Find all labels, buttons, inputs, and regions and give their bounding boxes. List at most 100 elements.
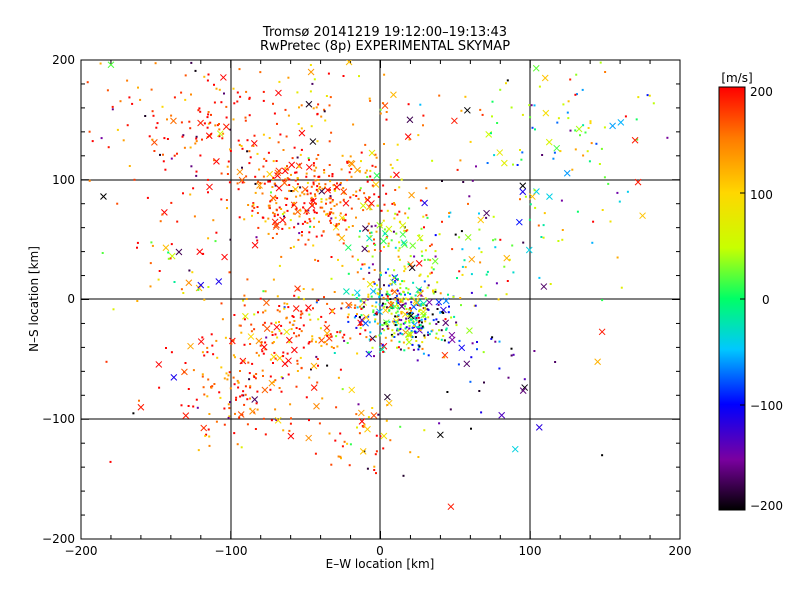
dot-marker bbox=[342, 75, 345, 77]
dot-marker bbox=[516, 164, 519, 166]
dot-marker bbox=[215, 231, 218, 234]
cross-marker bbox=[197, 281, 205, 289]
dot-marker bbox=[257, 226, 260, 229]
dot-marker bbox=[148, 135, 151, 138]
dot-marker bbox=[312, 164, 315, 167]
cross-marker bbox=[236, 168, 244, 176]
dot-marker bbox=[334, 216, 337, 219]
dot-marker bbox=[247, 204, 250, 206]
dot-marker bbox=[308, 313, 311, 316]
dot-marker bbox=[189, 127, 192, 130]
cross-marker bbox=[468, 255, 476, 263]
dot-marker bbox=[319, 206, 322, 209]
dot-marker bbox=[269, 388, 272, 391]
dot-marker bbox=[317, 103, 320, 106]
dot-marker bbox=[295, 171, 298, 174]
dot-marker bbox=[229, 128, 232, 131]
dot-marker bbox=[378, 293, 381, 296]
cross-marker bbox=[274, 416, 282, 424]
dot-marker bbox=[366, 176, 369, 178]
colorbar-tick-200: 200 bbox=[750, 85, 773, 99]
dot-marker bbox=[180, 404, 183, 407]
dot-marker bbox=[601, 209, 604, 211]
dot-marker bbox=[164, 168, 167, 171]
dot-marker bbox=[275, 160, 278, 162]
dot-marker bbox=[309, 192, 312, 195]
dot-marker bbox=[324, 341, 327, 343]
dot-marker bbox=[363, 423, 366, 426]
x-tick-label-0: 0 bbox=[376, 544, 384, 558]
dot-marker bbox=[450, 316, 453, 319]
dot-marker bbox=[259, 344, 262, 347]
dot-marker bbox=[424, 318, 427, 321]
dot-marker bbox=[402, 474, 405, 477]
dot-marker bbox=[315, 340, 317, 343]
dot-marker bbox=[339, 182, 342, 184]
dot-marker bbox=[363, 301, 366, 304]
dot-marker bbox=[321, 397, 324, 400]
dot-marker bbox=[220, 198, 223, 201]
dot-marker bbox=[384, 271, 387, 274]
dot-marker bbox=[373, 249, 376, 251]
dot-marker bbox=[397, 278, 399, 281]
cross-marker bbox=[634, 178, 642, 186]
dot-marker bbox=[378, 278, 381, 281]
dot-marker bbox=[381, 328, 384, 330]
dot-marker bbox=[274, 184, 277, 187]
dot-marker bbox=[386, 325, 389, 328]
dot-marker bbox=[336, 331, 339, 334]
dot-marker bbox=[394, 189, 397, 191]
dot-marker bbox=[323, 108, 326, 111]
dot-marker bbox=[263, 321, 266, 324]
dot-marker bbox=[363, 450, 366, 453]
dot-marker bbox=[243, 294, 246, 297]
cross-marker bbox=[287, 432, 295, 440]
dot-marker bbox=[137, 86, 139, 89]
dot-marker bbox=[218, 88, 221, 91]
dot-marker bbox=[404, 267, 407, 270]
dot-marker bbox=[522, 241, 525, 244]
dot-marker bbox=[409, 334, 412, 337]
dot-marker bbox=[149, 285, 152, 288]
dot-marker bbox=[353, 306, 356, 309]
data-points bbox=[86, 60, 669, 511]
dot-marker bbox=[264, 348, 267, 351]
dot-marker bbox=[398, 186, 401, 189]
dot-marker bbox=[407, 263, 410, 266]
dot-marker bbox=[302, 346, 305, 349]
dot-marker bbox=[161, 213, 164, 216]
dot-marker bbox=[316, 113, 319, 116]
dot-marker bbox=[425, 187, 428, 190]
dot-marker bbox=[381, 324, 384, 327]
dot-marker bbox=[99, 62, 102, 65]
cross-marker bbox=[247, 333, 255, 340]
dot-marker bbox=[461, 248, 464, 251]
dot-marker bbox=[326, 302, 329, 305]
dot-marker bbox=[188, 120, 191, 123]
dot-marker bbox=[486, 270, 489, 273]
cross-marker bbox=[442, 297, 450, 305]
dot-marker bbox=[216, 124, 219, 127]
dot-marker bbox=[347, 226, 350, 229]
dot-marker bbox=[202, 252, 205, 255]
cross-marker bbox=[380, 432, 388, 440]
dot-marker bbox=[244, 385, 247, 388]
dot-marker bbox=[412, 325, 415, 327]
dot-marker bbox=[375, 450, 378, 453]
dot-marker bbox=[626, 190, 629, 193]
dot-marker bbox=[228, 271, 231, 274]
dot-marker bbox=[253, 134, 256, 137]
dot-marker bbox=[206, 116, 209, 119]
dot-marker bbox=[320, 198, 323, 201]
dot-marker bbox=[396, 143, 399, 146]
cross-marker bbox=[348, 160, 356, 168]
dot-marker bbox=[237, 139, 240, 142]
dot-marker bbox=[276, 213, 279, 216]
dot-marker bbox=[299, 313, 302, 316]
dot-marker bbox=[311, 335, 314, 338]
dot-marker bbox=[306, 222, 309, 224]
dot-marker bbox=[436, 308, 439, 310]
dot-marker bbox=[404, 302, 407, 305]
cross-marker bbox=[323, 330, 331, 337]
dot-marker bbox=[391, 167, 394, 170]
